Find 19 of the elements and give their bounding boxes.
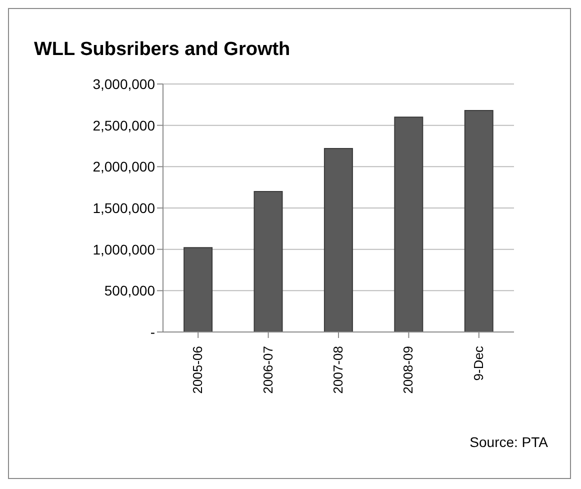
y-tick-label: 1,000,000	[92, 241, 156, 258]
y-tick-label: 3,000,000	[92, 76, 156, 92]
source-note: Source: PTA	[470, 434, 548, 450]
y-tick-label: 1,500,000	[92, 200, 156, 216]
bar	[394, 116, 424, 332]
y-tick-label: 2,500,000	[92, 117, 156, 134]
bar	[464, 110, 494, 332]
x-tick-label: 9-Dec	[470, 346, 486, 381]
x-tick-label: 2005-06	[190, 346, 206, 394]
y-tick-label: 500,000	[104, 282, 156, 299]
x-tick-label: 2006-07	[260, 346, 276, 394]
y-tick-label: 2,000,000	[92, 158, 156, 175]
x-tick-label: 2008-09	[400, 346, 416, 394]
y-tick-label: -	[150, 324, 156, 340]
bar	[324, 148, 353, 332]
bar	[254, 190, 283, 332]
x-tick-label: 2007-08	[330, 346, 346, 394]
chart-title: WLL Subsribers and Growth	[34, 39, 290, 61]
bar	[184, 247, 213, 332]
